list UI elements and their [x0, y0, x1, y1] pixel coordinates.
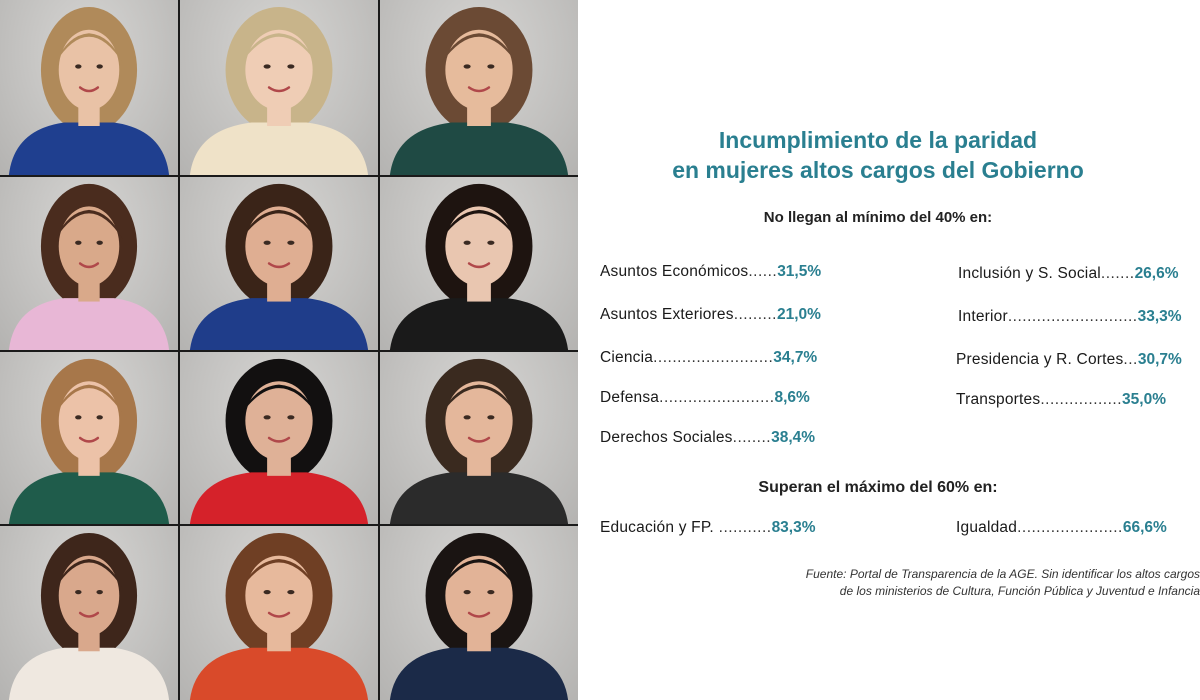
leader-dots: ......................... — [653, 349, 774, 366]
portrait-photo — [180, 177, 378, 350]
portrait-photo — [380, 352, 578, 524]
portrait-figure — [8, 183, 170, 350]
portrait-photo — [380, 0, 578, 175]
leader-dots: ................. — [1040, 391, 1123, 408]
list-item: Derechos Sociales........38,4% — [600, 429, 815, 447]
infographic-panel: Incumplimiento de la paridad en mujeres … — [578, 0, 1200, 700]
ministry-label: Defensa — [600, 389, 660, 406]
list-item: Igualdad......................66,6% — [956, 519, 1167, 537]
ministry-label: Igualdad — [956, 519, 1018, 536]
infographic-title-line1: Incumplimiento de la paridad — [718, 127, 1038, 153]
list-item: Inclusión y S. Social.......26,6% — [958, 265, 1179, 283]
portrait-photo — [0, 0, 178, 175]
ministry-label: Inclusión y S. Social — [958, 265, 1101, 282]
leader-dots: ......... — [733, 306, 777, 323]
ministry-label: Asuntos Económicos — [600, 263, 749, 280]
ministry-label: Ciencia — [600, 349, 654, 366]
below-minimum-heading: No llegan al mínimo del 40% en: — [763, 209, 993, 226]
source-note-line2: de los ministerios de Cultura, Función P… — [839, 584, 1200, 598]
portrait-photo — [180, 0, 378, 175]
percentage-value: 21,0% — [776, 306, 821, 323]
list-item: Educación y FP. ...........83,3% — [600, 519, 816, 537]
leader-dots: ........................... — [1007, 308, 1138, 325]
ministry-label: Derechos Sociales — [600, 429, 733, 446]
list-item: Asuntos Económicos......31,5% — [600, 263, 821, 281]
portrait-photo — [380, 526, 578, 700]
portrait-figure — [389, 7, 569, 175]
source-note-line1: Fuente: Portal de Transparencia de la AG… — [805, 567, 1200, 581]
infographic-title-line2: en mujeres altos cargos del Gobierno — [672, 157, 1084, 183]
leader-dots: ... — [1123, 351, 1138, 368]
ministry-label: Interior — [958, 308, 1008, 325]
leader-dots: ........................ — [659, 389, 775, 406]
percentage-value: 35,0% — [1122, 391, 1166, 408]
percentage-value: 31,5% — [777, 263, 822, 280]
portrait-figure — [389, 183, 569, 350]
leader-dots: ....... — [1100, 265, 1135, 282]
ministry-label: Educación y FP. — [600, 519, 714, 536]
portrait-figure — [189, 532, 369, 700]
portrait-figure — [8, 7, 170, 175]
leader-dots: ........... — [713, 519, 772, 536]
portrait-photo — [0, 177, 178, 350]
list-item: Presidencia y R. Cortes...30,7% — [956, 351, 1182, 369]
list-item: Defensa........................8,6% — [600, 389, 810, 407]
above-maximum-heading: Superan el máximo del 60% en: — [758, 479, 998, 496]
percentage-value: 33,3% — [1137, 308, 1182, 325]
portrait-figure — [189, 358, 369, 524]
percentage-value: 26,6% — [1134, 265, 1179, 282]
ministry-label: Transportes — [956, 391, 1041, 408]
portrait-photo — [0, 526, 178, 700]
portrait-figure — [389, 532, 569, 700]
ministry-label: Asuntos Exteriores — [600, 306, 734, 323]
percentage-value: 34,7% — [773, 349, 818, 366]
portrait-photo — [0, 352, 178, 524]
portrait-figure — [8, 532, 170, 700]
list-item: Transportes.................35,0% — [956, 391, 1166, 409]
leader-dots: ........ — [732, 429, 772, 446]
percentage-value: 83,3% — [771, 519, 816, 536]
portrait-figure — [8, 358, 170, 524]
percentage-value: 8,6% — [774, 389, 810, 406]
leader-dots: ...... — [748, 263, 778, 280]
portrait-figure — [189, 183, 369, 350]
leader-dots: ...................... — [1017, 519, 1123, 536]
list-item: Interior...........................33,3% — [958, 308, 1182, 326]
portrait-photo — [180, 526, 378, 700]
portrait-grid — [0, 0, 578, 700]
portrait-photo — [180, 352, 378, 524]
portrait-figure — [389, 358, 569, 524]
list-item: Ciencia.........................34,7% — [600, 349, 817, 367]
percentage-value: 30,7% — [1137, 351, 1182, 368]
ministry-label: Presidencia y R. Cortes — [956, 351, 1124, 368]
percentage-value: 38,4% — [771, 429, 816, 446]
portrait-photo — [380, 177, 578, 350]
list-item: Asuntos Exteriores.........21,0% — [600, 306, 821, 324]
portrait-figure — [189, 7, 369, 175]
percentage-value: 66,6% — [1122, 519, 1167, 536]
